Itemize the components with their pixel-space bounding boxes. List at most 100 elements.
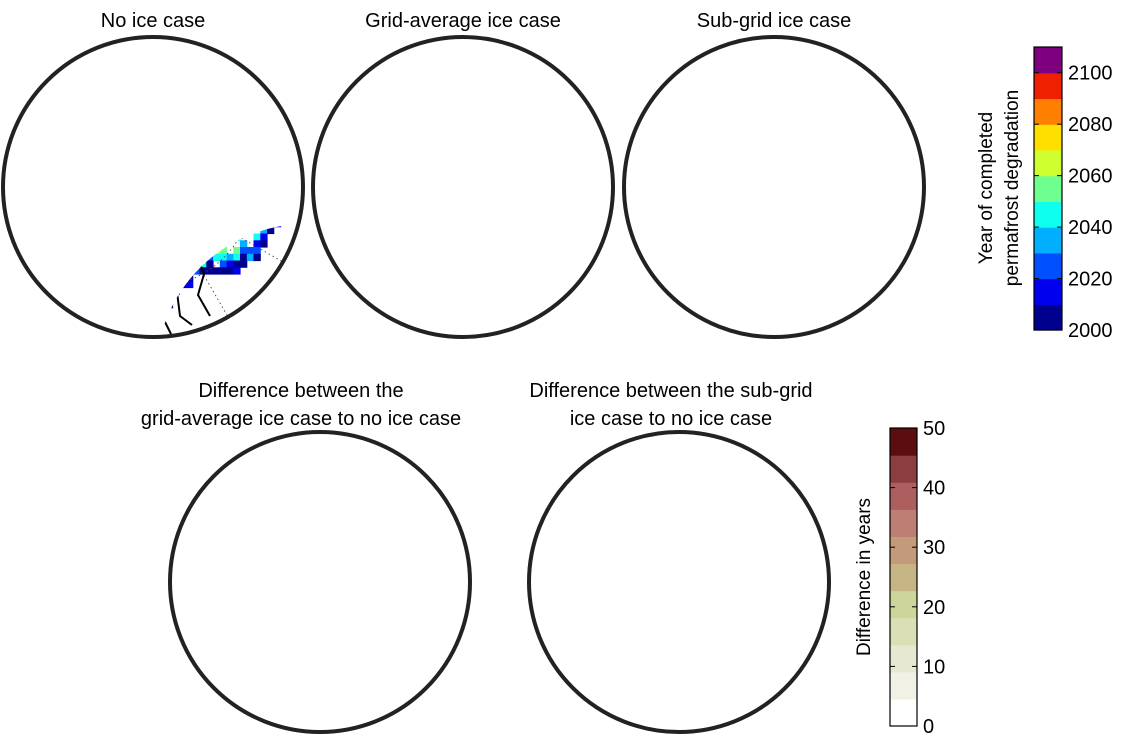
grid-cell: [638, 595, 645, 602]
grid-cell: [71, 186, 78, 193]
grid-cell: [65, 200, 72, 207]
grid-cell: [679, 193, 686, 200]
grid-cell: [200, 159, 207, 166]
grid-cell: [800, 186, 807, 193]
grid-cell: [92, 159, 99, 166]
grid-cell: [227, 159, 234, 166]
grid-cell: [388, 186, 395, 193]
grid-cell: [726, 78, 733, 85]
grid-cell: [206, 85, 213, 92]
grid-cell: [105, 254, 112, 261]
colorbar-diff-swatch: [890, 509, 917, 537]
grid-cell: [395, 180, 402, 187]
grid-cell: [800, 105, 807, 112]
grid-cell: [908, 173, 915, 180]
grid-cell: [172, 253, 180, 262]
grid-cell: [733, 294, 740, 301]
grid-cell: [861, 132, 868, 139]
grid-cell: [483, 240, 490, 247]
grid-cell: [274, 186, 281, 193]
grid-cell: [240, 146, 247, 153]
grid-cell: [483, 58, 490, 65]
grid-cell: [179, 132, 186, 139]
grid-cell: [753, 608, 760, 615]
grid-cell: [523, 132, 530, 139]
grid-cell: [360, 608, 367, 615]
grid-cell: [267, 213, 274, 220]
grid-cell: [726, 608, 733, 615]
grid-cell: [489, 132, 496, 139]
grid-cell: [888, 193, 895, 200]
grid-cell: [624, 575, 631, 582]
grid-cell: [78, 294, 85, 301]
grid-cell: [469, 119, 476, 126]
grid-cell: [159, 112, 166, 119]
grid-cell: [692, 234, 699, 241]
grid-cell: [624, 642, 631, 649]
grid-cell: [462, 119, 469, 126]
grid-cell: [834, 65, 841, 72]
grid-cell: [726, 234, 733, 241]
grid-cell: [780, 281, 787, 288]
grid-cell: [699, 267, 706, 274]
grid-cell: [760, 240, 767, 247]
grid-cell: [848, 126, 855, 133]
grid-cell: [172, 287, 180, 295]
grid-cell: [388, 180, 395, 187]
grid-cell: [78, 213, 85, 220]
grid-cell: [220, 112, 227, 119]
grid-cell: [503, 247, 510, 254]
grid-cell: [699, 541, 706, 548]
grid-cell: [415, 254, 422, 261]
grid-cell: [456, 240, 463, 247]
grid-cell: [456, 288, 463, 295]
grid-cell: [570, 166, 577, 173]
grid-cell: [408, 227, 415, 234]
grid-cell: [881, 112, 888, 119]
grid-cell: [233, 173, 240, 180]
grid-cell: [31, 240, 38, 247]
grid-cell: [726, 92, 733, 99]
grid-cell: [380, 615, 387, 622]
grid-cell: [173, 166, 180, 173]
grid-cell: [787, 146, 794, 153]
grid-cell: [746, 321, 753, 328]
grid-cell: [227, 186, 234, 193]
grid-cell: [510, 78, 517, 85]
grid-cell: [152, 85, 159, 92]
grid-cell: [821, 99, 828, 106]
grid-cell: [726, 308, 733, 315]
grid-cell: [213, 253, 221, 262]
grid-cell: [132, 105, 139, 112]
grid-cell: [227, 200, 234, 207]
grid-cell: [794, 153, 801, 160]
grid-cell: [233, 193, 240, 200]
grid-cell: [868, 186, 875, 193]
grid-cell: [395, 274, 402, 281]
grid-cell: [726, 159, 733, 166]
grid-cell: [139, 85, 146, 92]
grid-cell: [564, 99, 571, 106]
grid-cell: [895, 132, 902, 139]
grid-cell: [841, 173, 848, 180]
grid-cell: [368, 240, 375, 247]
grid-cell: [861, 153, 868, 160]
grid-cell: [240, 139, 247, 146]
grid-cell: [186, 226, 194, 235]
grid-cell: [510, 173, 517, 180]
grid-cell: [166, 139, 173, 146]
grid-cell: [679, 213, 686, 220]
grid-cell: [780, 58, 787, 65]
grid-cell: [841, 227, 848, 234]
grid-cell: [98, 227, 105, 234]
grid-cell: [827, 193, 834, 200]
grid-cell: [119, 240, 126, 247]
grid-cell: [854, 173, 861, 180]
grid-cell: [199, 247, 207, 255]
grid-cell: [44, 240, 51, 247]
grid-cell: [381, 207, 388, 214]
grid-cell: [800, 153, 807, 160]
grid-cell: [577, 213, 584, 220]
grid-cell: [213, 85, 220, 92]
